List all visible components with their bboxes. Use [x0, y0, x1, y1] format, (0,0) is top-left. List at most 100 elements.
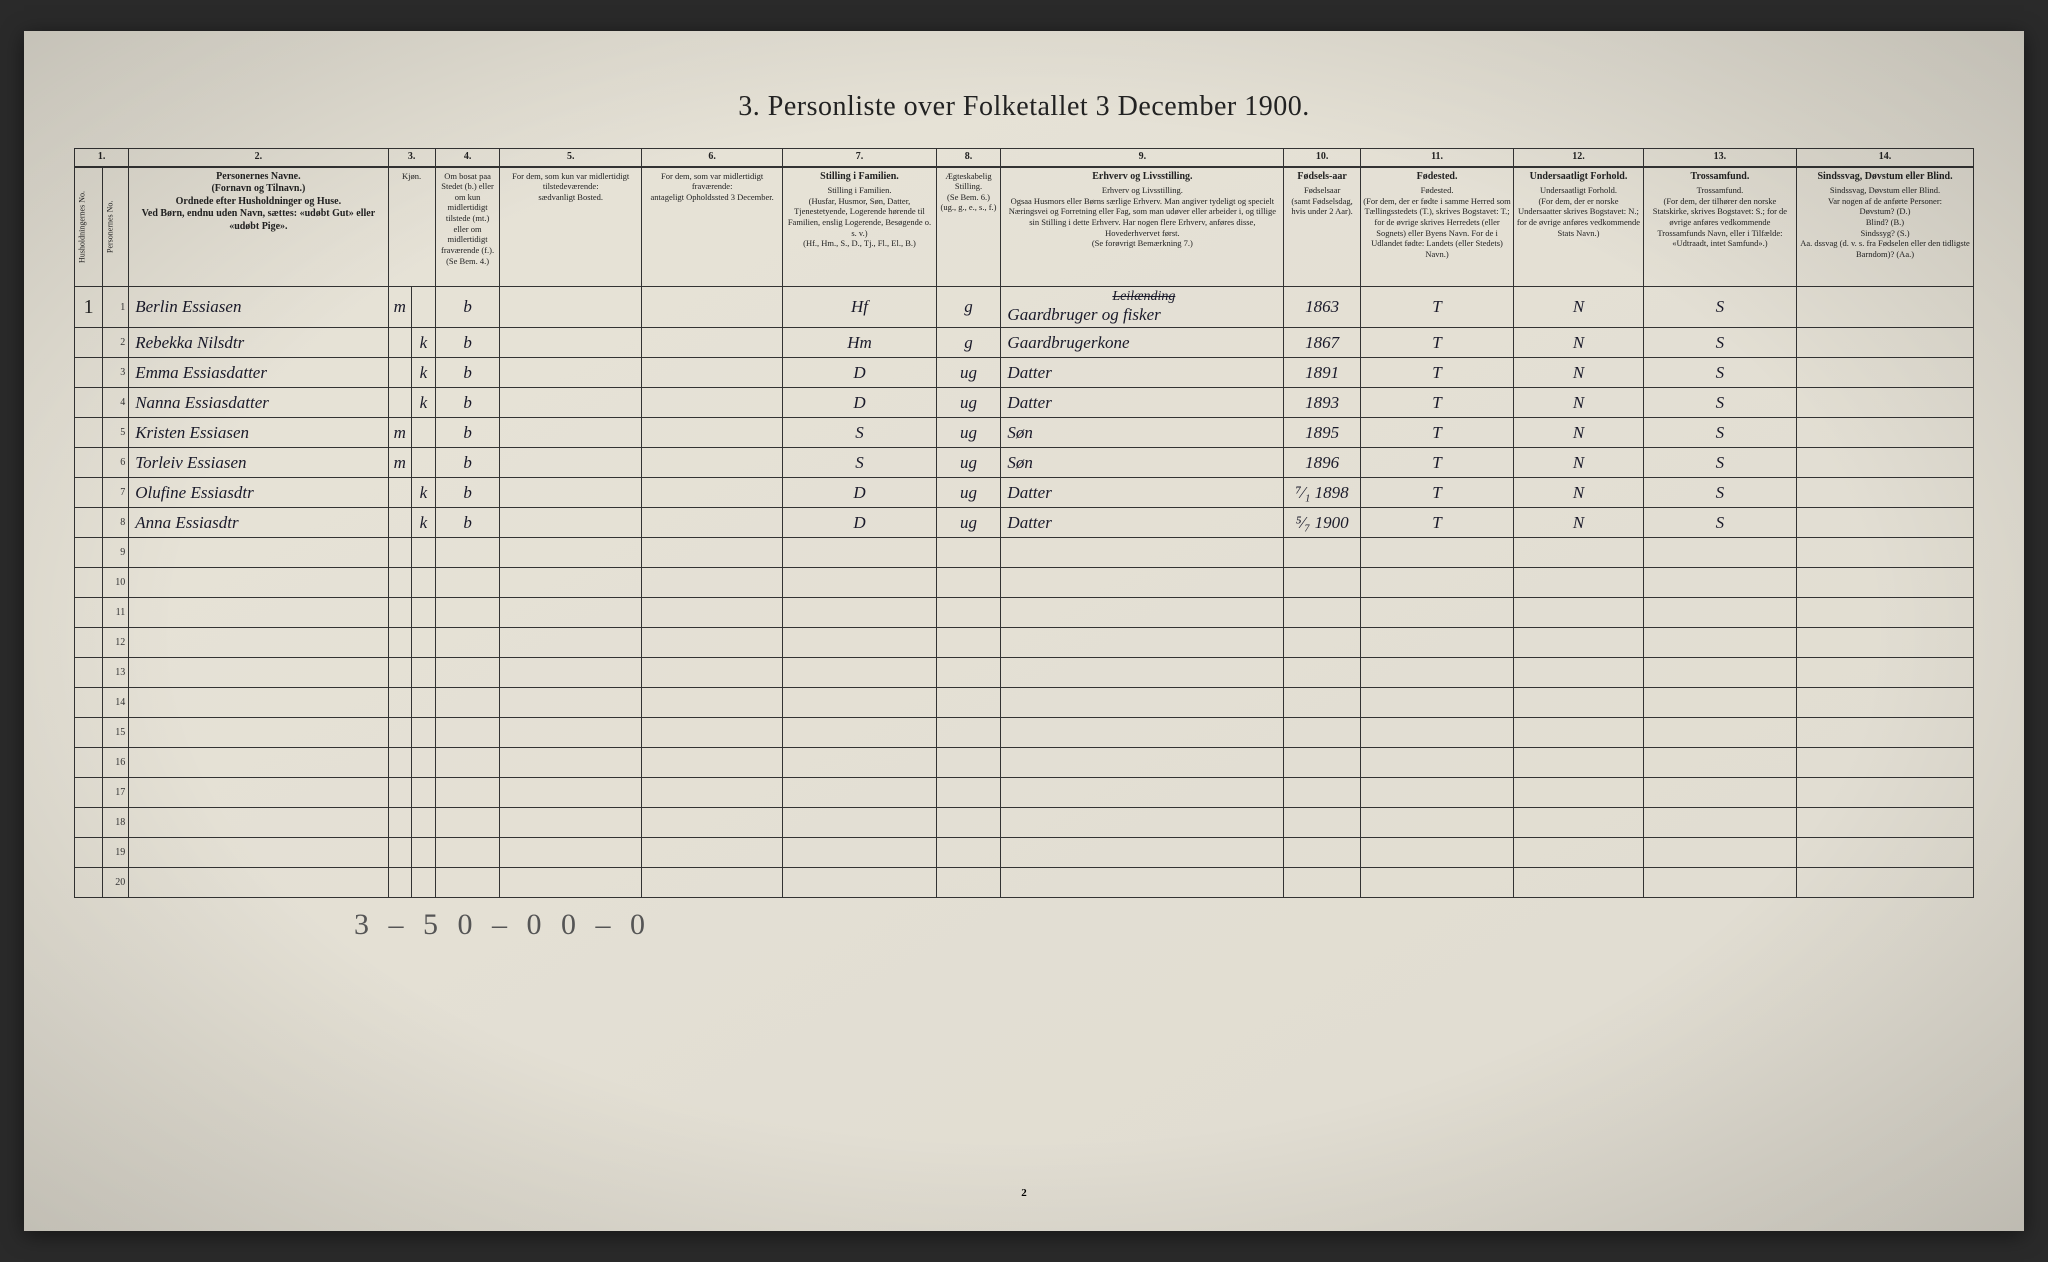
table-row-empty: 20 — [75, 868, 1974, 898]
cell-temp-absent — [641, 418, 782, 448]
cell-occupation: LeilændingGaardbruger og fisker — [1001, 287, 1284, 328]
colnum-1: 1. — [75, 149, 129, 167]
cell-birthplace: T — [1360, 287, 1513, 328]
cell-birthyear: 1896 — [1284, 448, 1361, 478]
table-row: 7 Olufine Essiasdtr k b D ug Datter ⁷⁄₁ … — [75, 478, 1974, 508]
head-temp-present: For dem, som kun var midlertidigt tilste… — [500, 167, 641, 287]
cell-marital: ug — [936, 388, 1001, 418]
cell-disability — [1797, 508, 1974, 538]
cell-religion: S — [1643, 328, 1796, 358]
cell-occupation: Datter — [1001, 358, 1284, 388]
cell-disability — [1797, 388, 1974, 418]
cell-sex-m — [388, 508, 412, 538]
cell-sex-k: k — [412, 328, 436, 358]
cell-family-pos: Hm — [783, 328, 936, 358]
cell-birthplace: T — [1360, 478, 1513, 508]
cell-person-no: 14 — [103, 688, 129, 718]
cell-birthyear: 1863 — [1284, 287, 1361, 328]
cell-residence: b — [435, 287, 500, 328]
cell-occupation: Datter — [1001, 388, 1284, 418]
census-page: 3. Personliste over Folketallet 3 Decemb… — [24, 31, 2024, 1231]
head-household-no: Husholdningernes No. — [75, 167, 103, 287]
cell-name: Olufine Essiasdtr — [129, 478, 388, 508]
cell-temp-present — [500, 478, 641, 508]
table-row-empty: 10 — [75, 568, 1974, 598]
cell-religion: S — [1643, 418, 1796, 448]
cell-person-no: 18 — [103, 808, 129, 838]
cell-temp-present — [500, 448, 641, 478]
colnum-3: 3. — [388, 149, 435, 167]
cell-name: Berlin Essiasen — [129, 287, 388, 328]
cell-birthplace: T — [1360, 358, 1513, 388]
cell-person-no: 12 — [103, 628, 129, 658]
cell-religion: S — [1643, 508, 1796, 538]
table-body: 1 1 Berlin Essiasen m b Hf g LeilændingG… — [75, 287, 1974, 898]
head-occupation: Erhverv og Livsstilling.Erhverv og Livss… — [1001, 167, 1284, 287]
cell-residence: b — [435, 448, 500, 478]
cell-nationality: N — [1514, 388, 1644, 418]
cell-temp-absent — [641, 478, 782, 508]
cell-sex-k — [412, 287, 436, 328]
cell-name: Anna Essiasdtr — [129, 508, 388, 538]
cell-sex-k: k — [412, 508, 436, 538]
cell-sex-m: m — [388, 418, 412, 448]
page-number: 2 — [1021, 1187, 1027, 1199]
head-sex: Kjøn. — [388, 167, 435, 287]
cell-family-pos: D — [783, 508, 936, 538]
head-residence: Om bosat paa Stedet (b.) eller om kun mi… — [435, 167, 500, 287]
cell-person-no: 5 — [103, 418, 129, 448]
table-row-empty: 17 — [75, 778, 1974, 808]
cell-family-pos: Hf — [783, 287, 936, 328]
cell-disability — [1797, 478, 1974, 508]
cell-residence: b — [435, 508, 500, 538]
cell-household — [75, 388, 103, 418]
cell-sex-m — [388, 358, 412, 388]
cell-religion: S — [1643, 358, 1796, 388]
cell-name: Kristen Essiasen — [129, 418, 388, 448]
cell-disability — [1797, 287, 1974, 328]
colnum-8: 8. — [936, 149, 1001, 167]
table-row-empty: 15 — [75, 718, 1974, 748]
cell-household — [75, 448, 103, 478]
cell-name: Rebekka Nilsdtr — [129, 328, 388, 358]
cell-person-no: 15 — [103, 718, 129, 748]
cell-family-pos: S — [783, 418, 936, 448]
cell-religion: S — [1643, 388, 1796, 418]
head-marital: Ægteskabelig Stilling. (Se Bem. 6.) (ug.… — [936, 167, 1001, 287]
cell-religion: S — [1643, 287, 1796, 328]
cell-disability — [1797, 358, 1974, 388]
colnum-10: 10. — [1284, 149, 1361, 167]
cell-nationality: N — [1514, 418, 1644, 448]
cell-birthplace: T — [1360, 418, 1513, 448]
cell-disability — [1797, 418, 1974, 448]
cell-sex-k: k — [412, 358, 436, 388]
table-row: 6 Torleiv Essiasen m b S ug Søn 1896 T N… — [75, 448, 1974, 478]
cell-person-no: 9 — [103, 538, 129, 568]
cell-nationality: N — [1514, 287, 1644, 328]
cell-household — [75, 358, 103, 388]
cell-birthyear: 1895 — [1284, 418, 1361, 448]
cell-marital: ug — [936, 418, 1001, 448]
cell-temp-present — [500, 358, 641, 388]
cell-nationality: N — [1514, 358, 1644, 388]
cell-sex-m — [388, 478, 412, 508]
cell-sex-k: k — [412, 388, 436, 418]
cell-birthyear: 1891 — [1284, 358, 1361, 388]
cell-temp-absent — [641, 328, 782, 358]
cell-temp-absent — [641, 358, 782, 388]
head-temp-absent: For dem, som var midlertidigt fraværende… — [641, 167, 782, 287]
cell-occupation: Gaardbrugerkone — [1001, 328, 1284, 358]
cell-person-no: 13 — [103, 658, 129, 688]
cell-religion: S — [1643, 448, 1796, 478]
table-row-empty: 19 — [75, 838, 1974, 868]
head-nationality: Undersaatligt Forhold.Undersaatligt Forh… — [1514, 167, 1644, 287]
cell-marital: ug — [936, 448, 1001, 478]
table-row: 4 Nanna Essiasdatter k b D ug Datter 189… — [75, 388, 1974, 418]
cell-person-no: 10 — [103, 568, 129, 598]
colnum-6: 6. — [641, 149, 782, 167]
cell-religion: S — [1643, 478, 1796, 508]
cell-person-no: 7 — [103, 478, 129, 508]
cell-residence: b — [435, 418, 500, 448]
head-person-no: Personernes No. — [103, 167, 129, 287]
colnum-4: 4. — [435, 149, 500, 167]
